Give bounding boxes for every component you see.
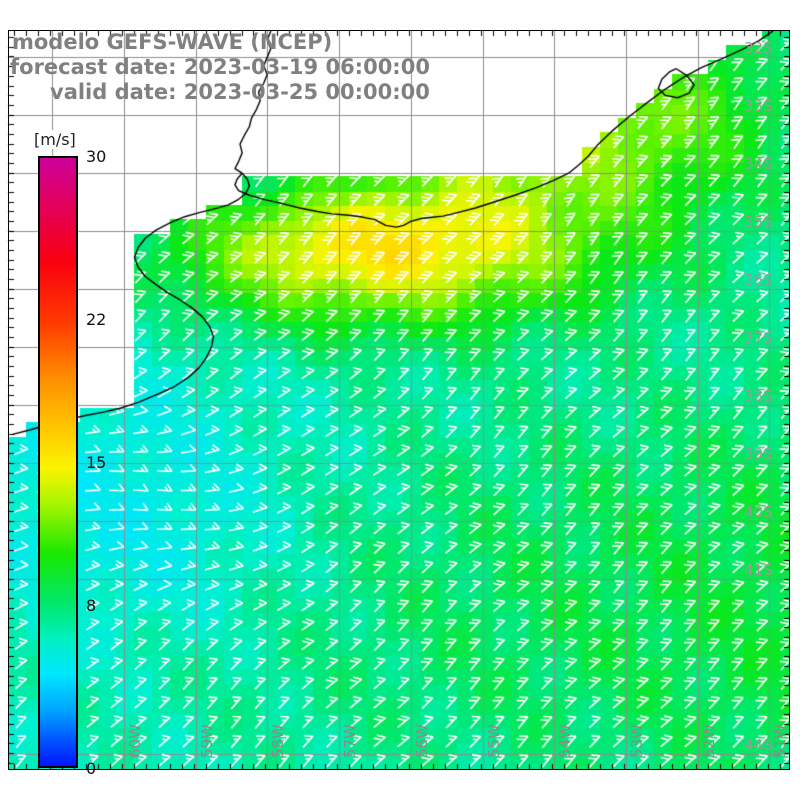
lon-tick-label: 53W [627, 724, 646, 758]
lat-tick-label: 38S [744, 387, 773, 406]
coastline-and-grid-overlay [9, 31, 789, 769]
plot-area [8, 30, 790, 770]
lat-tick-label: 33S [744, 97, 773, 116]
lon-tick-label: 58W [269, 724, 288, 758]
lon-tick-label: 59W [197, 724, 216, 758]
lon-tick-label: 56W [412, 724, 431, 758]
lon-tick-label: 51W [771, 724, 790, 758]
lat-tick-label: 37S [744, 329, 773, 348]
lat-tick-label: 32S [744, 39, 773, 58]
colorbar-tick-label: 15 [86, 453, 107, 472]
lon-tick-label: 52W [699, 724, 718, 758]
lat-tick-label: 44S [744, 735, 773, 754]
colorbar-tick-label: 30 [86, 147, 107, 166]
lon-tick-label: 54W [556, 724, 575, 758]
colorbar-gradient [38, 156, 78, 768]
colorbar-units-label: [m/s] [32, 130, 78, 149]
colorbar-tick-label: 8 [86, 595, 97, 615]
lon-tick-label: 57W [341, 724, 360, 758]
colorbar-tick-label: 0 [86, 759, 97, 778]
lat-tick-label: 39S [744, 445, 773, 464]
colorbar-tick-label: 22 [86, 310, 107, 330]
lat-tick-label: 34S [744, 155, 773, 174]
lon-tick-label: 55W [484, 724, 503, 758]
lat-tick-label: 36S [744, 271, 773, 290]
lon-tick-label: 60W [125, 724, 144, 758]
lat-tick-label: 41S [744, 561, 773, 580]
lat-tick-label: 35S [744, 213, 773, 232]
lat-tick-label: 40S [744, 503, 773, 522]
